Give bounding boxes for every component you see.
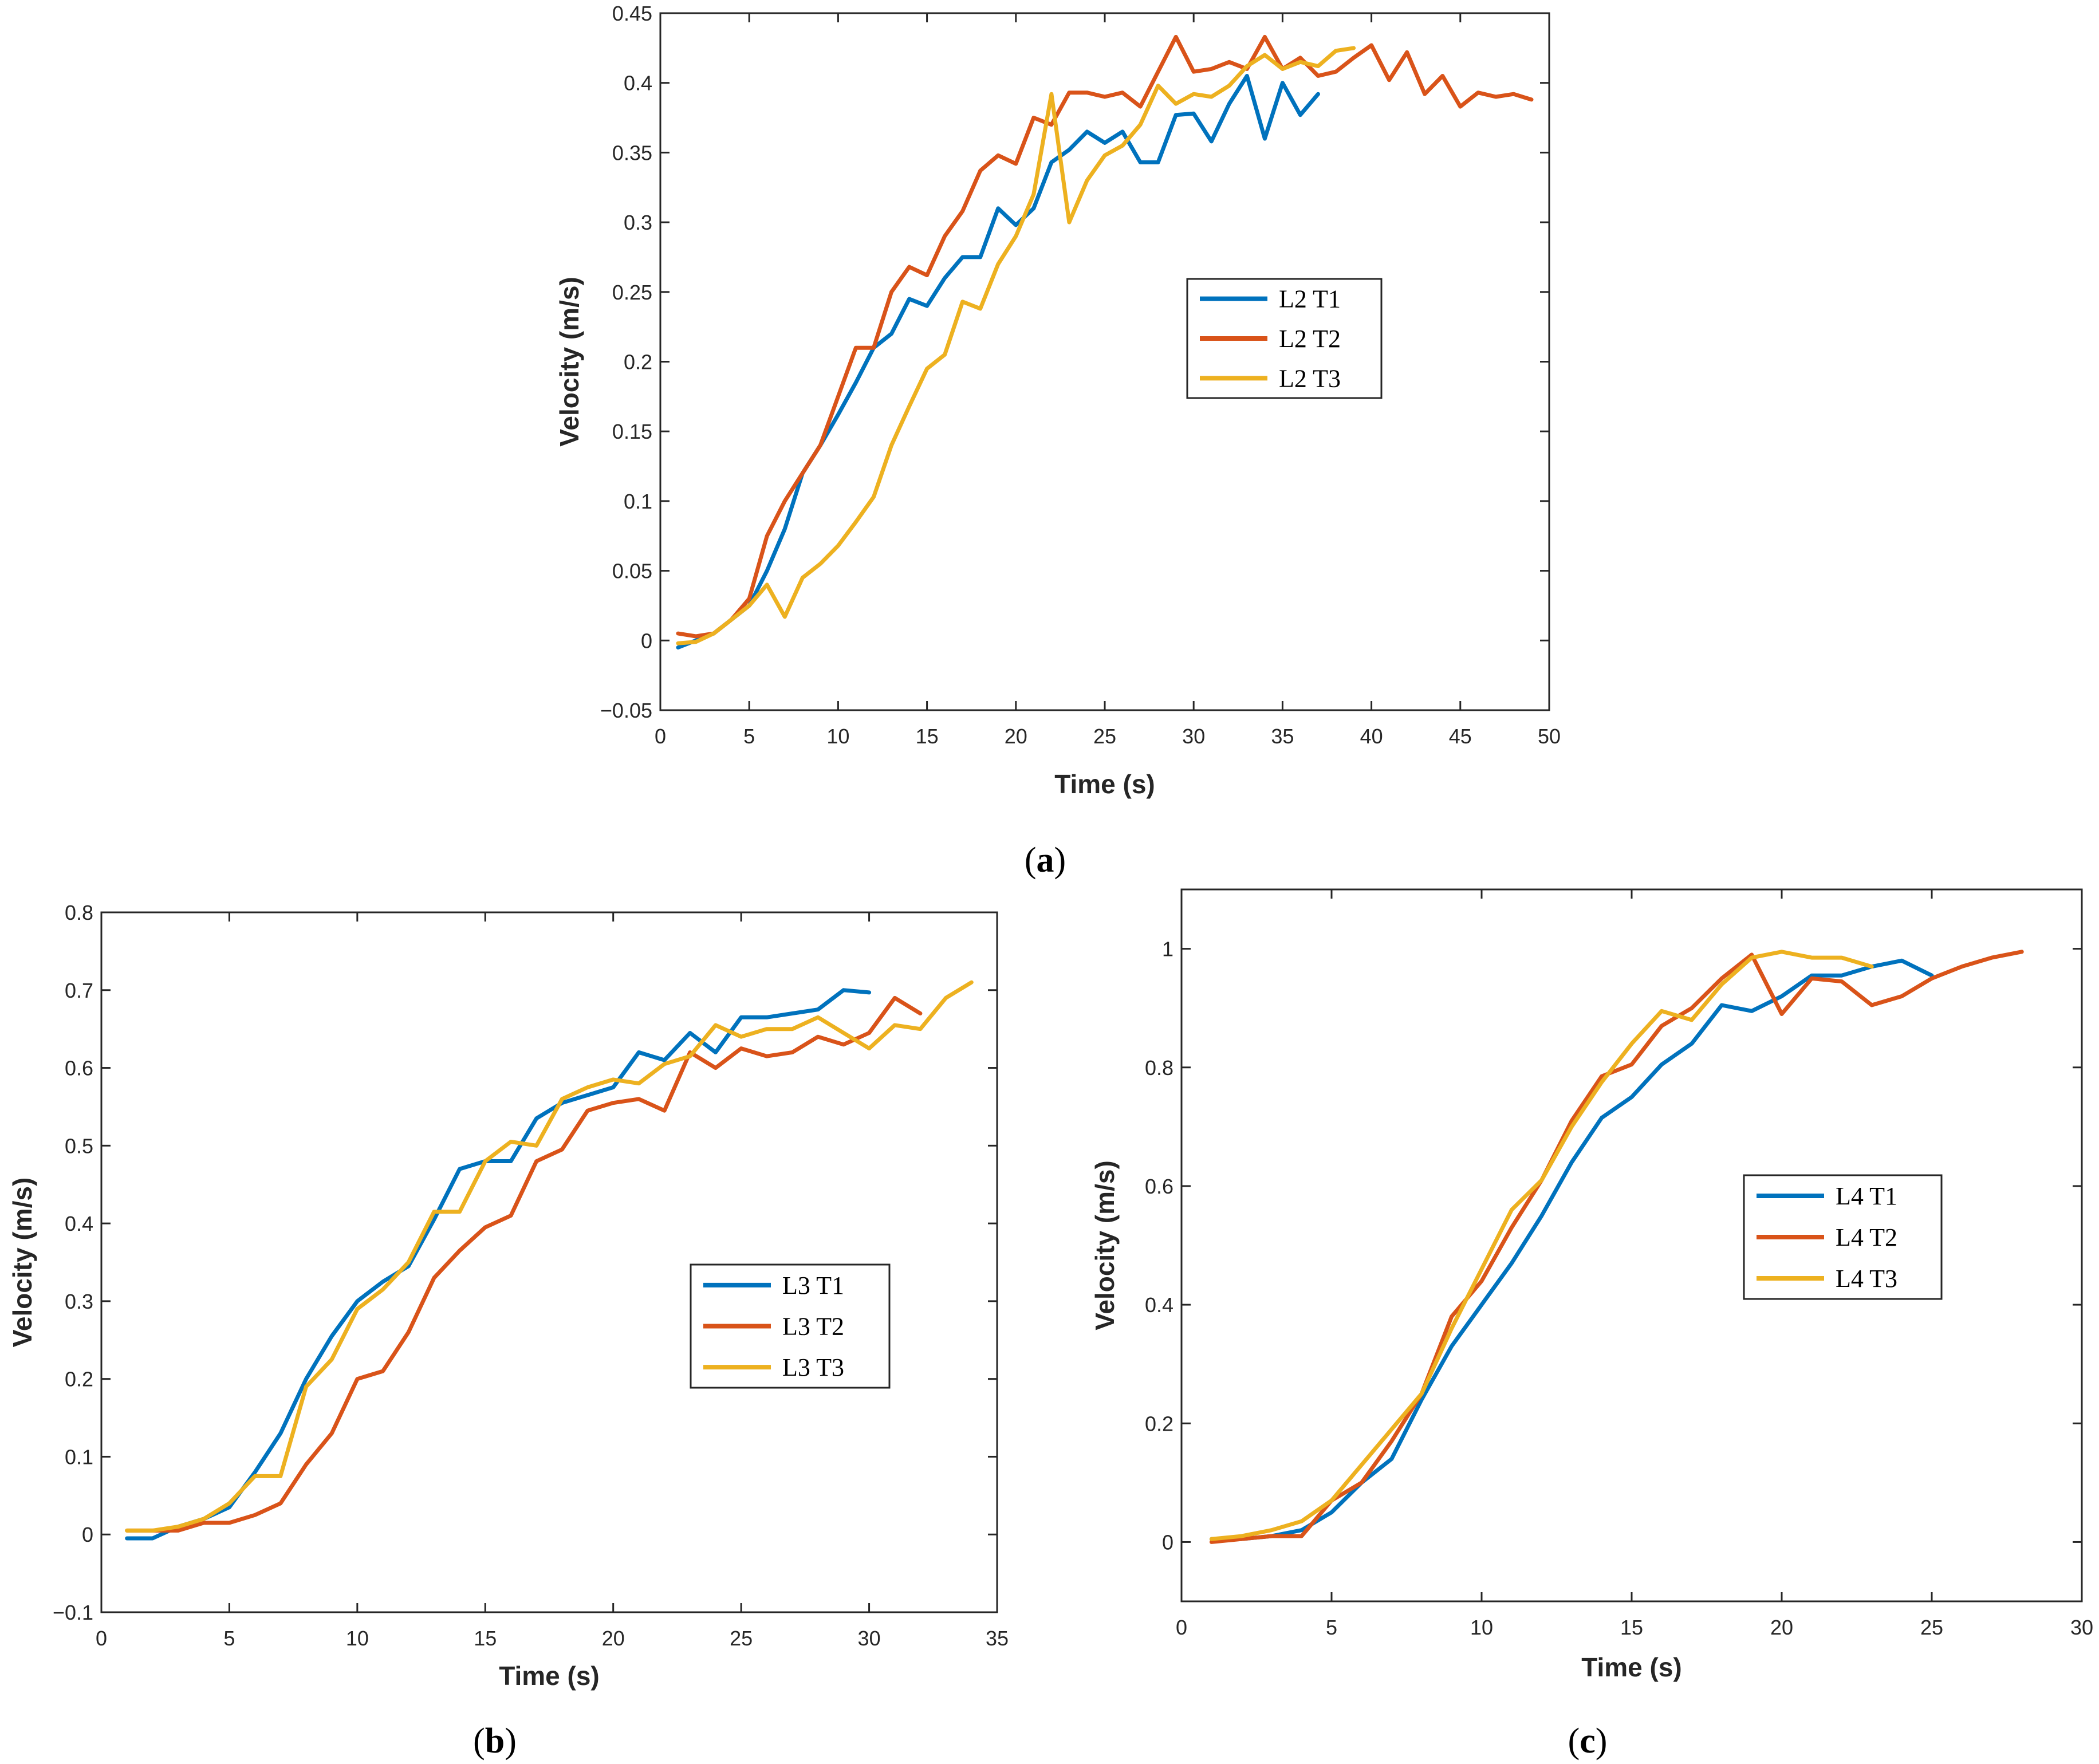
x-tick-label: 20 — [1770, 1616, 1793, 1639]
y-tick-label: 0.1 — [65, 1445, 93, 1468]
axes-box-c — [1180, 888, 2083, 1602]
series-line-b-3 — [125, 980, 974, 1533]
y-tick-label: 1 — [1162, 938, 1173, 961]
legend-b: L3 T1 L3 T2 L3 T3 — [690, 1263, 891, 1389]
y-tick-label: 0.05 — [612, 560, 652, 583]
y-tick-label: 0.6 — [1145, 1175, 1173, 1198]
legend-entry-label: L4 T3 — [1836, 1265, 1897, 1293]
y-tick-label: −0.05 — [600, 699, 652, 722]
x-tick-label: 35 — [1271, 724, 1294, 748]
series-line-c-3 — [1209, 950, 1874, 1541]
x-tick-label: 35 — [986, 1627, 1009, 1650]
x-tick-label: 0 — [96, 1627, 107, 1650]
series-line-c-2 — [1209, 950, 2024, 1544]
x-tick-label: 40 — [1360, 724, 1383, 748]
y-tick-label: 0.8 — [65, 901, 93, 924]
y-tick-label: 0.4 — [1145, 1293, 1173, 1317]
y-tick-label: 0.3 — [624, 211, 652, 234]
y-tick-label: 0 — [82, 1523, 93, 1546]
x-axis-label: Time (s) — [1054, 769, 1155, 799]
y-tick-label: 0.2 — [65, 1368, 93, 1391]
axes-box-a — [659, 12, 1550, 711]
legend-entry-label: L4 T2 — [1836, 1223, 1897, 1251]
x-tick-label: 15 — [474, 1627, 497, 1650]
x-tick-label: 5 — [1326, 1616, 1337, 1639]
series-line-a-1 — [676, 74, 1320, 649]
x-tick-label: 30 — [858, 1627, 881, 1650]
series-line-a-3 — [676, 46, 1356, 645]
x-axis-label: Time (s) — [499, 1661, 600, 1691]
x-tick-label: 10 — [346, 1627, 369, 1650]
x-tick-label: 10 — [1470, 1616, 1493, 1639]
x-tick-label: 25 — [1093, 724, 1116, 748]
x-tick-label: 15 — [916, 724, 939, 748]
series-line-c-1 — [1209, 958, 1934, 1541]
series-line-b-2 — [125, 995, 923, 1533]
legend-entry-label: L2 T2 — [1279, 325, 1341, 353]
x-tick-label: 5 — [743, 724, 755, 748]
x-tick-label: 30 — [1182, 724, 1205, 748]
y-axis-label: Velocity (m/s) — [554, 277, 584, 447]
legend-entry-label: L2 T1 — [1279, 285, 1341, 313]
chart-panel-c: 0 5 10 15 20 25 30 0 0.2 0.4 0.6 0.8 1 Time (s) Veloci… — [1090, 888, 2093, 1682]
x-tick-label: 0 — [1176, 1616, 1187, 1639]
y-axis-label: Velocity (m/s) — [7, 1178, 37, 1348]
y-tick-label: 0.45 — [612, 2, 652, 25]
chart-panel-b: 0 5 10 15 20 25 30 35−0.100.10.20.30.40.50.60.7… — [7, 901, 1009, 1691]
y-tick-label: 0.1 — [624, 490, 652, 513]
y-tick-label: 0.7 — [65, 979, 93, 1002]
x-tick-label: 0 — [655, 724, 666, 748]
y-tick-label: 0.2 — [1145, 1412, 1173, 1435]
panel-caption-c: (c) — [1568, 1722, 1608, 1761]
y-tick-label: 0.4 — [65, 1212, 93, 1235]
x-tick-label: 45 — [1449, 724, 1472, 748]
x-tick-label: 25 — [1920, 1616, 1943, 1639]
y-tick-label: 0.6 — [65, 1057, 93, 1080]
y-tick-label: 0.15 — [612, 420, 652, 443]
legend-a: L2 T1 L2 T2 L2 T3 — [1186, 278, 1383, 399]
x-tick-label: 50 — [1538, 724, 1561, 748]
x-tick-label: 5 — [223, 1627, 235, 1650]
series-line-a-2 — [676, 34, 1534, 639]
y-tick-label: 0.4 — [624, 72, 652, 95]
y-tick-label: 0 — [1162, 1530, 1173, 1554]
panel-caption-b: (b) — [473, 1722, 517, 1761]
x-tick-label: 15 — [1620, 1616, 1643, 1639]
legend-entry-label: L3 T1 — [782, 1271, 844, 1300]
legend-entry-label: L3 T3 — [782, 1353, 844, 1381]
axes-box-b — [100, 911, 998, 1613]
y-tick-label: 0.5 — [65, 1134, 93, 1157]
x-axis-label: Time (s) — [1581, 1652, 1682, 1682]
y-tick-label: 0 — [641, 629, 652, 652]
x-tick-label: 10 — [826, 724, 849, 748]
x-tick-label: 30 — [2070, 1616, 2093, 1639]
chart-panel-a: 0 5 10 15 20 25 30 35 40 45 50−0.0500.050.10.150.2… — [554, 2, 1561, 799]
legend-entry-label: L3 T2 — [782, 1313, 844, 1341]
y-tick-label: 0.3 — [65, 1290, 93, 1313]
legend-entry-label: L4 T1 — [1836, 1182, 1897, 1210]
legend-entry-label: L2 T3 — [1279, 364, 1341, 392]
y-tick-label: 0.8 — [1145, 1056, 1173, 1080]
panel-caption-a: (a) — [1025, 841, 1066, 880]
x-tick-label: 20 — [1005, 724, 1027, 748]
legend-c: L4 T1 L4 T2 L4 T3 — [1743, 1174, 1943, 1300]
y-tick-label: 0.35 — [612, 141, 652, 164]
y-tick-label: 0.25 — [612, 281, 652, 304]
y-tick-label: −0.1 — [53, 1601, 93, 1624]
x-tick-label: 25 — [730, 1627, 753, 1650]
y-axis-label: Velocity (m/s) — [1090, 1160, 1120, 1330]
x-tick-label: 20 — [602, 1627, 625, 1650]
y-tick-label: 0.2 — [624, 351, 652, 374]
